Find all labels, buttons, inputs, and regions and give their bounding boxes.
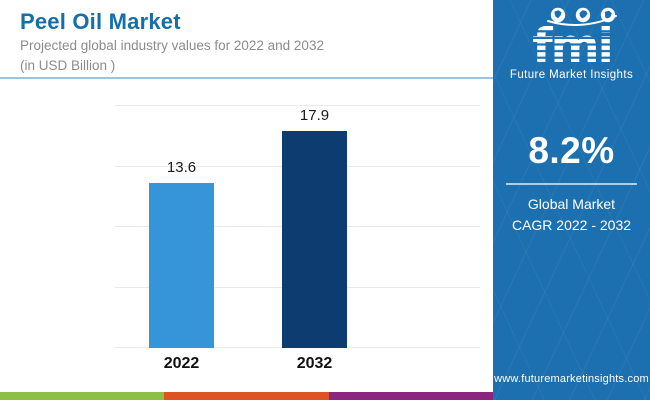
asia-globe-icon xyxy=(575,7,590,23)
cagr-label-line2: CAGR 2022 - 2032 xyxy=(511,217,632,233)
bar-group-2032: 17.9 xyxy=(282,106,347,348)
cagr-divider xyxy=(506,183,637,185)
bar-value-label-2032: 17.9 xyxy=(299,107,330,125)
bar-value-label-2022: 13.6 xyxy=(166,159,197,177)
chart-panel: Peel Oil Market Projected global industr… xyxy=(0,9,493,400)
brand-sidebar: fmi Future Market Insights 8.2% Global M… xyxy=(493,0,650,400)
cagr-label-line1: Global Market xyxy=(527,196,616,212)
header: Peel Oil Market Projected global industr… xyxy=(20,9,324,75)
cagr-value: 8.2% xyxy=(528,130,615,171)
bar-chart: 13.6 17.9 2022 2032 xyxy=(115,105,480,372)
header-divider xyxy=(0,77,493,79)
americas-globe-icon xyxy=(550,7,565,23)
fmi-logo-caption: Future Market Insights xyxy=(509,69,634,81)
fmi-logo: fmi Future Market Insights xyxy=(493,6,650,81)
page-title: Peel Oil Market xyxy=(20,9,181,34)
footer-color-stripe xyxy=(0,392,493,400)
bar-2022 xyxy=(149,183,214,348)
chart-subtitle-line2: (in USD Billion ) xyxy=(20,58,116,73)
x-axis-label-2022: 2022 xyxy=(163,355,200,372)
x-axis-label-2032: 2032 xyxy=(296,355,333,372)
stripe-purple-segment xyxy=(328,392,493,400)
fmi-wordmark: fmi xyxy=(532,19,612,68)
chart-subtitle-line1: Projected global industry values for 202… xyxy=(20,38,324,53)
fmi-logo-graphic: fmi xyxy=(532,7,617,68)
stripe-orange-segment xyxy=(164,392,329,400)
stripe-green-segment xyxy=(0,392,165,400)
bar-group-2022: 13.6 xyxy=(149,106,214,348)
swoosh-arc xyxy=(546,15,617,26)
cagr-block: 8.2% Global Market CAGR 2022 - 2032 xyxy=(503,130,640,236)
website-url: www.futuremarketinsights.com xyxy=(494,373,649,385)
bar-2032 xyxy=(282,131,347,348)
